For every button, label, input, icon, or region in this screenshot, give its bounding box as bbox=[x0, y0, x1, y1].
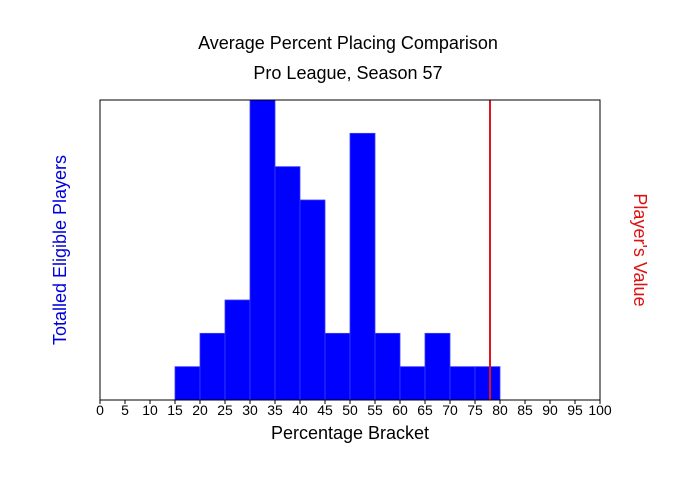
histogram-bar bbox=[449, 366, 476, 401]
x-tick-label: 10 bbox=[142, 402, 158, 418]
chart-subtitle: Pro League, Season 57 bbox=[253, 63, 442, 83]
x-tick-label: 75 bbox=[467, 402, 483, 418]
histogram-bar bbox=[324, 332, 351, 401]
secondary-axis-title: Player's Value bbox=[630, 193, 650, 306]
x-tick-label: 90 bbox=[542, 402, 558, 418]
x-tick-label: 30 bbox=[242, 402, 258, 418]
y-axis-title: Totalled Eligible Players bbox=[50, 155, 70, 345]
histogram-bar bbox=[299, 199, 326, 401]
histogram-bar bbox=[224, 299, 251, 401]
x-tick-label: 15 bbox=[167, 402, 183, 418]
histogram-bar bbox=[174, 366, 201, 401]
x-tick-label: 60 bbox=[392, 402, 408, 418]
x-tick-label: 100 bbox=[588, 402, 612, 418]
x-tick-label: 80 bbox=[492, 402, 508, 418]
x-tick-label: 5 bbox=[121, 402, 129, 418]
bars-group bbox=[174, 99, 501, 401]
chart-title: Average Percent Placing Comparison bbox=[198, 33, 498, 53]
x-tick-label: 25 bbox=[217, 402, 233, 418]
histogram-bar bbox=[199, 332, 226, 401]
x-tick-label: 0 bbox=[96, 402, 104, 418]
x-tick-label: 65 bbox=[417, 402, 433, 418]
x-tick-label: 55 bbox=[367, 402, 383, 418]
x-tick-label: 45 bbox=[317, 402, 333, 418]
x-axis-title: Percentage Bracket bbox=[271, 423, 429, 443]
x-tick-label: 35 bbox=[267, 402, 283, 418]
histogram-bar bbox=[474, 366, 501, 401]
histogram-bar bbox=[374, 332, 401, 401]
x-ticks-group: 0 5 10 15 20 25 30 35 40 45 50 55 60 65 70 75 80 85 90 95 10… bbox=[96, 400, 612, 418]
x-tick-label: 20 bbox=[192, 402, 208, 418]
x-tick-label: 40 bbox=[292, 402, 308, 418]
histogram-bar bbox=[424, 332, 451, 401]
x-tick-label: 50 bbox=[342, 402, 358, 418]
histogram-bar bbox=[349, 132, 376, 401]
x-tick-label: 85 bbox=[517, 402, 533, 418]
x-tick-label: 95 bbox=[567, 402, 583, 418]
histogram-bar bbox=[274, 166, 301, 401]
x-tick-label: 70 bbox=[442, 402, 458, 418]
histogram-bar bbox=[249, 99, 276, 401]
histogram-bar bbox=[399, 366, 426, 401]
